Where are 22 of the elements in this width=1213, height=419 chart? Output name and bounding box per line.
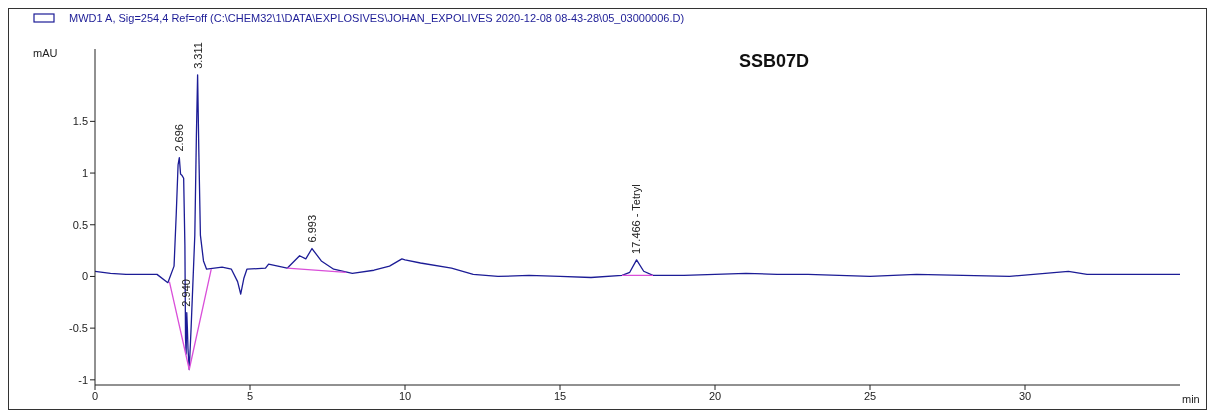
x-tick-label: 10 [398,389,412,402]
y-tick-label: -1 [78,373,88,386]
y-tick-label: 0 [81,270,88,283]
annotation: 6.993 [305,215,318,243]
x-tick-label: 30 [1018,389,1032,402]
x-tick-label: 20 [708,389,722,402]
x-tick-label: 5 [246,389,254,402]
annotation: 2.940 [180,279,193,307]
legend-label: MWD1 A, Sig=254,4 Ref=off (C:\CHEM32\1\DATA\EXPLOSIVES\JOHAN_EXPOLIVES 2020-12-08 08-43-28\05_03000006.D) [69,12,685,24]
x-axis-title: min [1182,392,1200,405]
y-tick-label: -0.5 [69,322,88,335]
y-tick-label: 0.5 [72,218,88,231]
chart-title: SSB07D [739,51,810,72]
y-tick-label: 1.5 [72,115,88,128]
x-tick-label: 25 [863,389,877,402]
x-tick-label: 15 [553,389,567,402]
y-tick-label: 1 [81,166,88,179]
y-axis-title: mAU [33,46,58,59]
x-tick-label: 0 [91,389,99,402]
annotation: 17.466 - Tetryl [630,184,643,254]
annotation: 3.311 [191,42,204,69]
annotation: 2.696 [172,124,185,152]
